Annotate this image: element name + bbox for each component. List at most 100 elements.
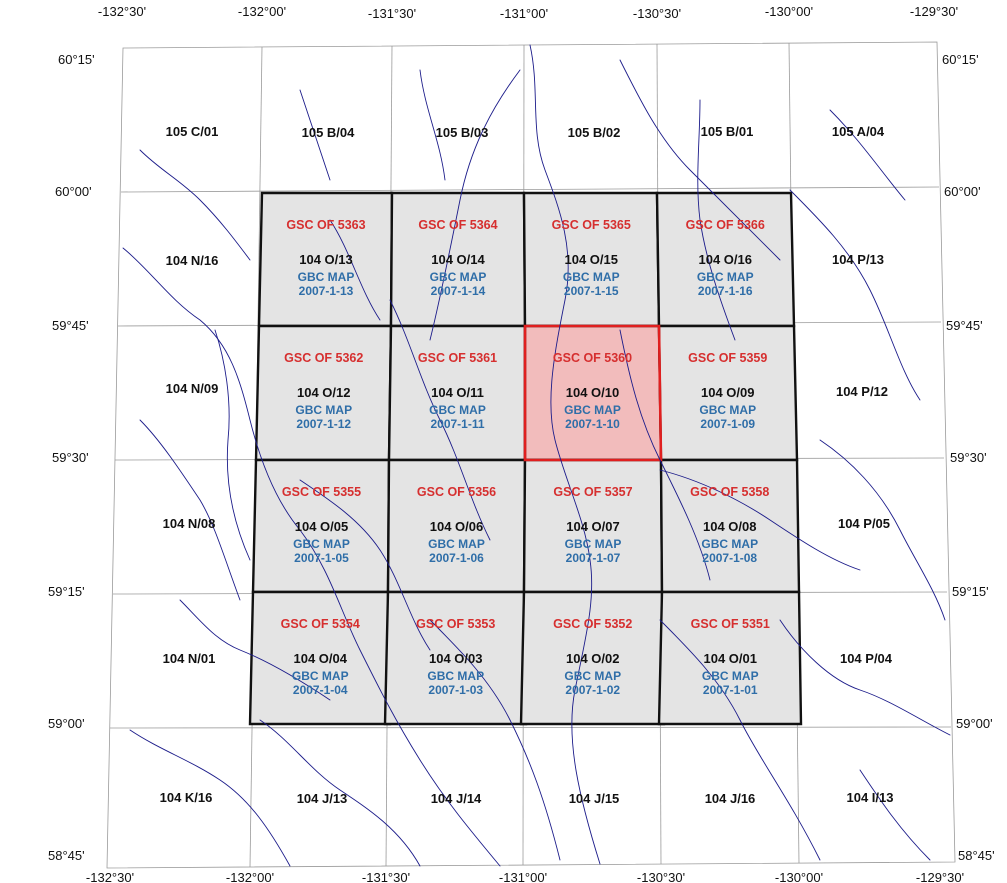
outer-sheet-labels-top: 105 C/01 105 B/04 105 B/03 105 B/02 105 … (166, 124, 885, 140)
gbc-map-label: GBC MAP (702, 669, 759, 683)
gsc-open-file-label: GSC OF 5359 (688, 351, 767, 365)
nts-sheet-label: 104 J/14 (431, 791, 482, 806)
nts-sheet-label: 105 B/04 (302, 125, 356, 140)
river-line (122, 247, 501, 867)
outer-sheet-labels-right: 104 P/13 104 P/12 104 P/05 104 P/04 (832, 252, 893, 666)
map-tile[interactable] (657, 590, 803, 726)
lon-labels-bottom: -132°30' -132°00' -131°30' -131°00' -130… (86, 870, 964, 883)
lon-label: -131°30' (362, 870, 410, 883)
nts-sheet-label: 104 O/08 (703, 519, 757, 534)
nts-sheet-label: 105 A/04 (832, 124, 885, 139)
gsc-open-file-label: GSC OF 5361 (418, 351, 497, 365)
nts-sheet-label: 104 I/13 (847, 790, 894, 805)
nts-sheet-label: 104 O/11 (431, 385, 484, 400)
nts-sheet-label: 104 O/06 (430, 519, 484, 534)
gbc-map-number: 2007-1-14 (431, 284, 486, 298)
lat-label: 60°15' (942, 52, 979, 67)
gsc-open-file-label: GSC OF 5364 (418, 218, 497, 232)
gbc-map-label: GBC MAP (293, 537, 350, 551)
lat-label: 59°30' (52, 450, 89, 465)
lat-label: 60°15' (58, 52, 95, 67)
river-line (419, 69, 446, 181)
gbc-map-number: 2007-1-10 (565, 417, 620, 431)
gbc-map-label: GBC MAP (563, 270, 620, 284)
river-line (139, 419, 241, 601)
gsc-open-file-label: GSC OF 5351 (691, 617, 770, 631)
gbc-map-label: GBC MAP (428, 537, 485, 551)
gbc-map-number: 2007-1-07 (566, 551, 621, 565)
lon-label: -131°30' (368, 6, 416, 21)
nts-sheet-label: 104 O/02 (566, 651, 620, 666)
nts-sheet-label: 104 O/14 (431, 252, 485, 267)
river-line (179, 599, 331, 701)
gsc-open-file-label: GSC OF 5355 (282, 485, 361, 499)
lon-label: -130°30' (637, 870, 685, 883)
gbc-map-label: GBC MAP (427, 669, 484, 683)
gbc-map-label: GBC MAP (295, 403, 352, 417)
lon-label: -132°00' (226, 870, 274, 883)
river-line (619, 59, 781, 261)
gbc-map-number: 2007-1-11 (430, 417, 484, 431)
lat-label: 58°45' (958, 848, 995, 863)
nts-sheet-label: 105 C/01 (166, 124, 219, 139)
gbc-map-number: 2007-1-04 (293, 683, 348, 697)
nts-sheet-label: 104 O/07 (566, 519, 620, 534)
nts-sheet-label: 104 P/04 (840, 651, 893, 666)
nts-sheet-label: 105 B/02 (568, 125, 621, 140)
lon-label: -131°00' (499, 870, 547, 883)
map-frame (106, 41, 956, 869)
river-line (659, 619, 821, 861)
gbc-map-label: GBC MAP (699, 403, 756, 417)
river-line (529, 44, 601, 865)
gbc-map-number: 2007-1-02 (565, 683, 620, 697)
gbc-map-number: 2007-1-05 (294, 551, 349, 565)
river-line (139, 149, 251, 261)
river-line (259, 719, 421, 867)
nts-sheet-label: 104 N/08 (163, 516, 216, 531)
nts-sheet-label: 104 O/01 (704, 651, 758, 666)
lat-label: 60°00' (944, 184, 981, 199)
gsc-open-file-label: GSC OF 5362 (284, 351, 363, 365)
grid-lat-60-00 (120, 186, 940, 193)
lon-label: -132°30' (86, 870, 134, 883)
gsc-open-file-label: GSC OF 5353 (416, 617, 495, 631)
lat-label: 59°15' (952, 584, 989, 599)
gsc-open-file-label: GSC OF 5357 (553, 485, 632, 499)
nts-sheet-label: 104 O/10 (566, 385, 620, 400)
nts-sheet-label: 104 N/16 (166, 253, 219, 268)
nts-sheet-label: 104 N/09 (166, 381, 219, 396)
river-line (389, 299, 491, 541)
lon-label: -130°00' (765, 4, 813, 19)
nts-sheet-label: 104 P/13 (832, 252, 884, 267)
gbc-map-label: GBC MAP (564, 669, 621, 683)
nts-sheet-label: 104 P/12 (836, 384, 888, 399)
lon-label: -132°30' (98, 4, 146, 19)
lon-label: -130°30' (633, 6, 681, 21)
nts-sheet-label: 104 O/13 (299, 252, 353, 267)
nts-sheet-label: 104 P/05 (838, 516, 890, 531)
lat-label: 59°30' (950, 450, 987, 465)
lat-labels-left: 60°15' 60°00' 59°45' 59°30' 59°15' 59°00… (48, 52, 95, 863)
nts-sheet-label: 105 B/03 (436, 125, 489, 140)
lat-label: 59°00' (48, 716, 85, 731)
river-line (299, 479, 431, 651)
nts-sheet-label: 104 O/12 (297, 385, 351, 400)
lon-label: -130°00' (775, 870, 823, 883)
lon-label: -131°00' (500, 6, 548, 21)
outer-sheet-labels-left: 104 N/16 104 N/09 104 N/08 104 N/01 (163, 253, 219, 666)
lon-label: -129°30' (916, 870, 964, 883)
river-line (829, 109, 906, 201)
river-line (329, 219, 381, 321)
drainage-network (122, 44, 951, 867)
gsc-open-file-label: GSC OF 5363 (286, 218, 365, 232)
nts-sheet-label: 104 O/09 (701, 385, 755, 400)
gsc-open-file-label: GSC OF 5352 (553, 617, 632, 631)
gbc-map-number: 2007-1-06 (429, 551, 484, 565)
river-line (214, 329, 251, 561)
river-line (659, 469, 861, 571)
nts-sheet-label: 104 O/03 (429, 651, 483, 666)
gbc-map-label: GBC MAP (292, 669, 349, 683)
river-line (789, 189, 921, 401)
gbc-map-number: 2007-1-01 (703, 683, 758, 697)
